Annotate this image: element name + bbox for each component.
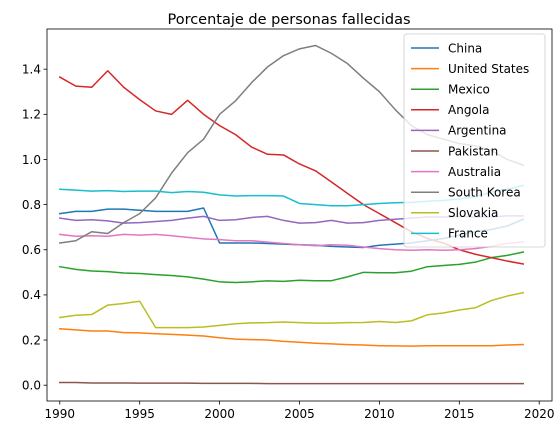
y-tick-label: 1.0 (22, 153, 41, 167)
chart-title: Porcentaje de personas fallecidas (167, 12, 410, 28)
y-tick-label: 0.6 (22, 243, 41, 257)
series-line-1 (58, 327, 525, 347)
legend-label: Slovakia (448, 206, 498, 220)
legend-label: South Korea (448, 186, 521, 200)
legend: China United States Mexico Angola Argentina P… (403, 33, 546, 248)
x-tick-label: 1995 (124, 407, 155, 421)
legend-label: Australia (448, 165, 501, 179)
legend-label: United States (448, 62, 529, 76)
y-tick-label: 0.2 (22, 333, 41, 347)
y-tick-label: 1.4 (22, 62, 41, 76)
y-tick-label: 1.2 (22, 108, 41, 122)
x-tick-label: 1990 (45, 407, 76, 421)
legend-label: Argentina (448, 124, 507, 138)
y-tick-label: 0.0 (22, 378, 41, 392)
legend-label: France (448, 227, 488, 241)
legend-label: Angola (448, 103, 489, 117)
x-tick-label: 2020 (524, 407, 555, 421)
x-tick-label: 2000 (204, 407, 235, 421)
legend-label: Mexico (448, 83, 490, 97)
series-line-2 (58, 251, 525, 284)
legend-box (403, 33, 546, 248)
x-tick-label: 2005 (284, 407, 315, 421)
legend-label: China (448, 41, 482, 55)
y-tick-label: 0.4 (22, 288, 41, 302)
series-line-6 (58, 233, 525, 251)
series-line-8 (58, 291, 525, 329)
y-tick-label: 0.8 (22, 198, 41, 212)
series-line-5 (59, 381, 524, 385)
legend-label: Pakistan (448, 144, 498, 158)
x-tick-label: 2015 (444, 407, 475, 421)
x-tick-label: 2010 (364, 407, 395, 421)
axis-ticks: 1990 1995 2000 2005 2010 2015 2020 0.0 0.2 0.4 0.6… (22, 62, 555, 421)
